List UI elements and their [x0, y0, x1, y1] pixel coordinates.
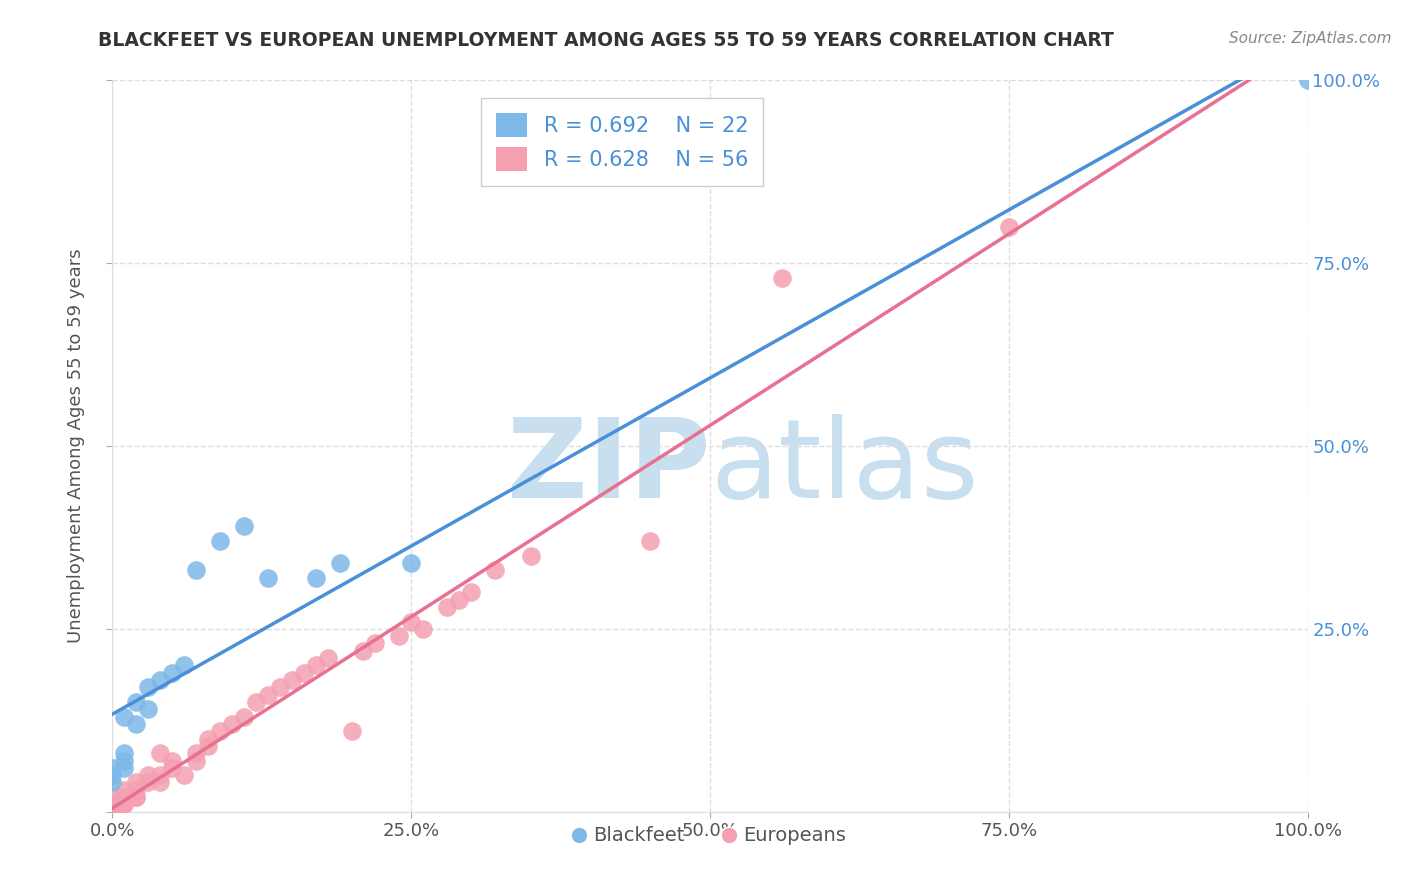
Point	[186, 563, 208, 577]
Point	[162, 754, 183, 768]
Point	[197, 731, 219, 746]
Point	[125, 775, 148, 789]
Point	[138, 681, 160, 695]
Point	[101, 805, 124, 819]
Point	[101, 805, 124, 819]
Point	[281, 673, 304, 687]
Point	[149, 775, 172, 789]
Text: ZIP: ZIP	[506, 415, 710, 522]
Point	[101, 768, 124, 782]
Point	[114, 746, 135, 760]
Point	[125, 790, 148, 805]
Point	[125, 790, 148, 805]
Point	[138, 768, 160, 782]
Point	[101, 805, 124, 819]
Point	[101, 805, 124, 819]
Point	[125, 695, 148, 709]
Point	[162, 665, 183, 680]
Point	[101, 797, 124, 812]
Point	[101, 805, 124, 819]
Point	[329, 556, 352, 570]
Point	[173, 768, 195, 782]
Point	[114, 782, 135, 797]
Point	[447, 592, 470, 607]
Point	[114, 754, 135, 768]
Point	[197, 739, 219, 753]
Point	[101, 761, 124, 775]
Point	[162, 761, 183, 775]
Point	[401, 556, 423, 570]
Point	[114, 797, 135, 812]
Point	[114, 797, 135, 812]
Point	[101, 775, 124, 789]
Point	[340, 724, 363, 739]
Point	[305, 571, 328, 585]
Point	[114, 709, 135, 723]
Point	[269, 681, 291, 695]
Point	[401, 615, 423, 629]
Point	[101, 805, 124, 819]
Point	[101, 790, 124, 805]
Point	[412, 622, 434, 636]
Point	[101, 805, 124, 819]
Text: atlas: atlas	[710, 415, 979, 522]
Point	[316, 651, 339, 665]
Point	[292, 665, 315, 680]
Point	[484, 563, 506, 577]
Point	[125, 717, 148, 731]
Point	[1296, 73, 1319, 87]
Point	[186, 754, 208, 768]
Point	[998, 219, 1021, 234]
Point	[149, 673, 172, 687]
Point	[770, 270, 793, 285]
Point	[149, 768, 172, 782]
Point	[173, 658, 195, 673]
Point	[138, 775, 160, 789]
Point	[209, 534, 232, 549]
Point	[209, 724, 232, 739]
Point	[114, 761, 135, 775]
Point	[233, 709, 256, 723]
Point	[221, 717, 243, 731]
Point	[149, 746, 172, 760]
Point	[257, 571, 280, 585]
Point	[364, 636, 387, 650]
Point	[640, 534, 662, 549]
Point	[138, 702, 160, 716]
Point	[257, 688, 280, 702]
Point	[305, 658, 328, 673]
Point	[233, 519, 256, 533]
Point	[388, 629, 411, 643]
Point	[436, 599, 458, 614]
Point	[352, 644, 374, 658]
Point	[186, 746, 208, 760]
Point	[460, 585, 482, 599]
Point	[101, 805, 124, 819]
Point	[101, 797, 124, 812]
Point	[101, 805, 124, 819]
Legend: Blackfeet, Europeans: Blackfeet, Europeans	[567, 819, 853, 854]
Y-axis label: Unemployment Among Ages 55 to 59 years: Unemployment Among Ages 55 to 59 years	[67, 249, 86, 643]
Point	[520, 549, 543, 563]
Text: BLACKFEET VS EUROPEAN UNEMPLOYMENT AMONG AGES 55 TO 59 YEARS CORRELATION CHART: BLACKFEET VS EUROPEAN UNEMPLOYMENT AMONG…	[98, 31, 1115, 50]
Point	[114, 790, 135, 805]
Text: Source: ZipAtlas.com: Source: ZipAtlas.com	[1229, 31, 1392, 46]
Point	[125, 782, 148, 797]
Point	[245, 695, 267, 709]
